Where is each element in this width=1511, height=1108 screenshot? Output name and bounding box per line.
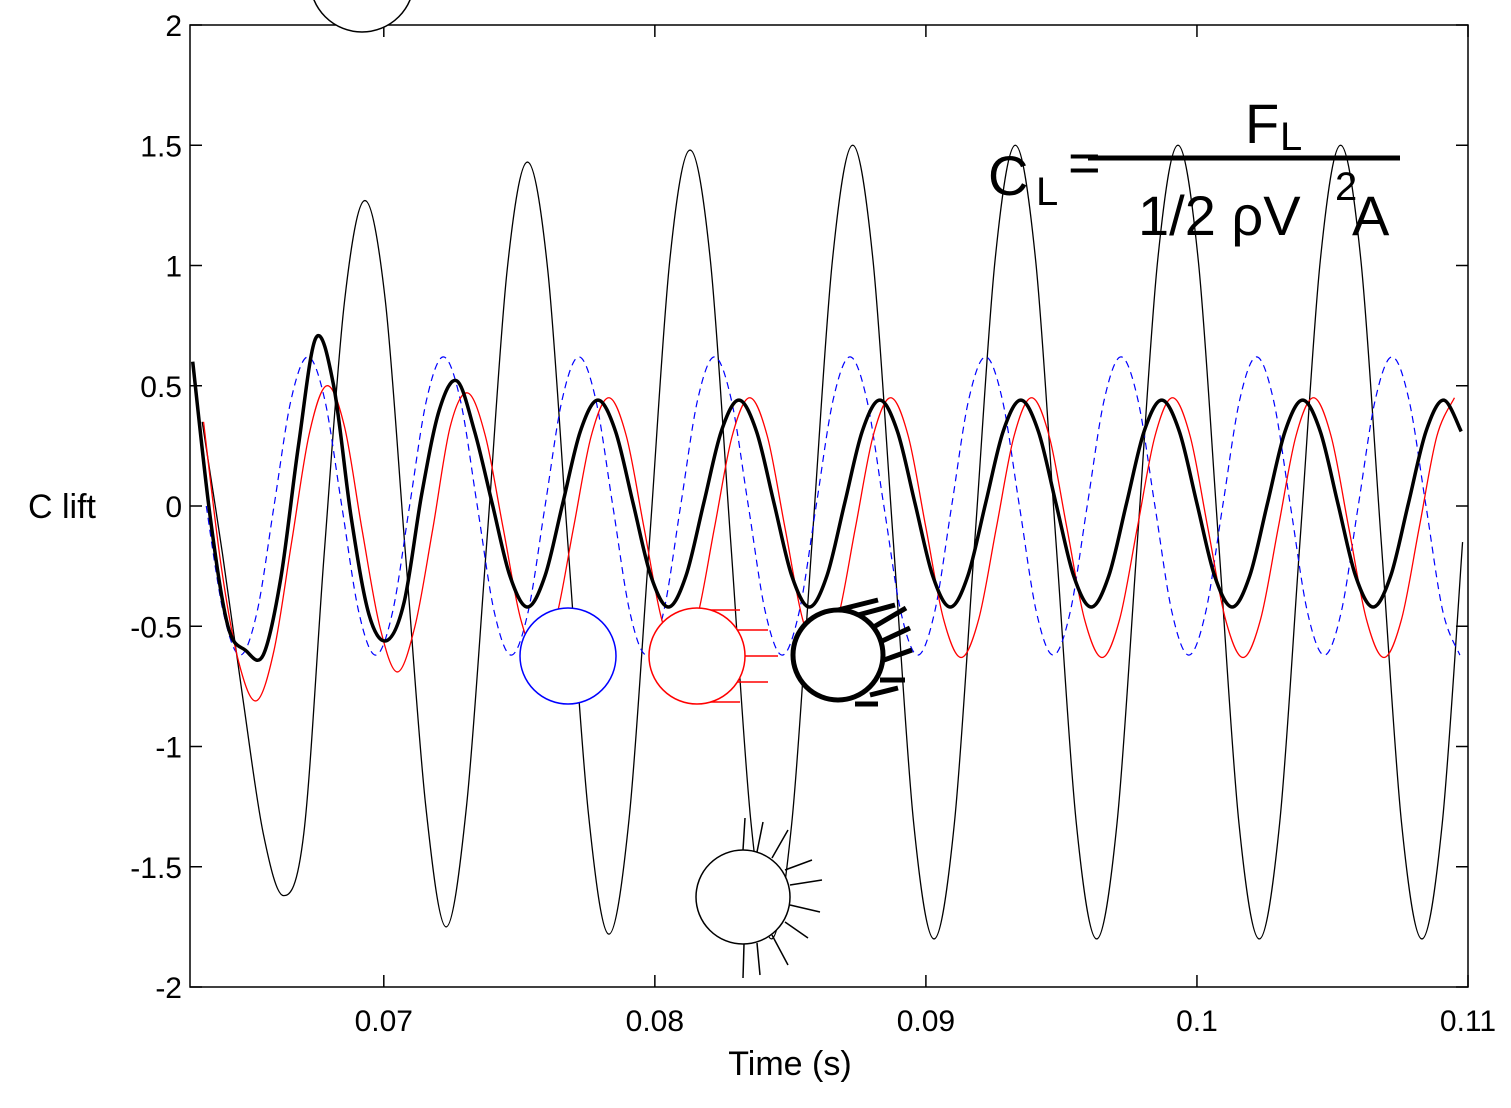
icon-cylinder-bold [790,597,913,707]
formula-lhs-sub: L [1036,170,1058,214]
formula: C L = F L 1/2 ρV 2 A [988,92,1400,247]
icon-cylinder-red [648,607,778,705]
formula-den-sup: 2 [1335,165,1357,209]
formula-lhs: C [988,144,1028,207]
series-line [201,144,1464,940]
ticks: -2 -1.5 -1 -0.5 0 0.5 1 1.5 2 0.07 0.08 0.09 0.1 0.11 [130,10,1496,1038]
plot-frame [189,24,1469,988]
y-tick-label: 0.5 [140,371,182,404]
y-tick-label: 0 [165,491,182,524]
formula-den: 1/2 ρV [1138,184,1301,247]
series-line [205,356,1461,656]
formula-den-end: A [1352,184,1390,247]
y-tick-label: 1.5 [140,130,182,163]
y-tick-label: -1.5 [130,852,182,885]
y-tick-label: -0.5 [130,611,182,644]
icon-cylinder-top [313,0,411,33]
series-line [190,333,1463,662]
icons [313,0,913,979]
icon-cylinder-blue [519,607,617,705]
formula-num-sub: L [1280,115,1302,159]
x-tick-label: 0.1 [1176,1005,1218,1038]
y-tick-label: 1 [165,251,182,284]
formula-num: F [1245,92,1279,155]
icon-cylinder-spiked [695,817,823,979]
x-tick-label: 0.11 [1440,1005,1496,1038]
y-tick-label: 2 [165,10,182,43]
y-tick-label: -1 [155,732,182,765]
series-layer [190,144,1464,940]
x-axis-label: Time (s) [728,1045,851,1083]
formula-eq: = [1068,131,1101,194]
y-tick-label: -2 [155,972,182,1005]
x-tick-label: 0.09 [897,1005,955,1038]
x-tick-label: 0.07 [355,1005,413,1038]
y-axis-label: C lift [28,488,97,526]
x-tick-label: 0.08 [626,1005,684,1038]
